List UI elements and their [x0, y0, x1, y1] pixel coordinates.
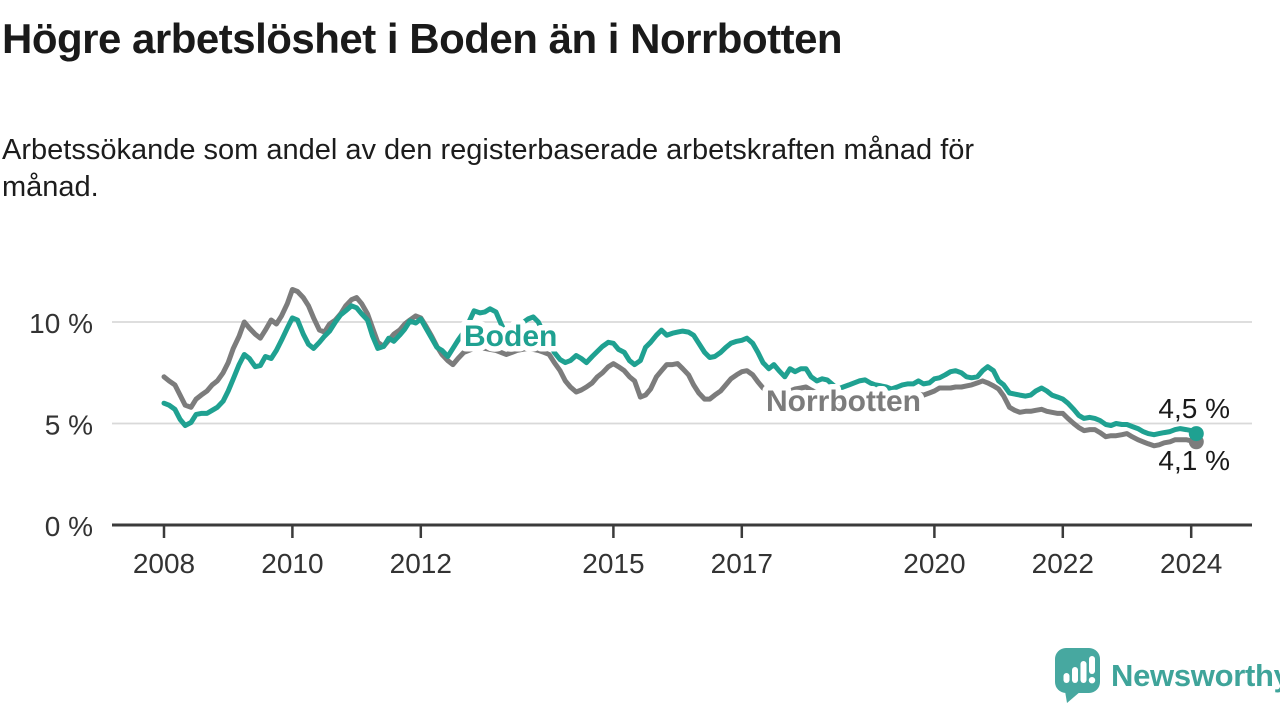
x-tick-label: 2015 — [582, 548, 644, 579]
newsworthy-logo-text: Newsworthy — [1111, 657, 1280, 693]
y-tick-label: 0 % — [45, 511, 93, 542]
newsworthy-logo-icon — [1055, 648, 1100, 703]
y-tick-labels: 0 % 5 % 10 % — [29, 308, 93, 542]
logo-bar-3 — [1080, 661, 1087, 683]
x-tick-label: 2022 — [1032, 548, 1094, 579]
newsworthy-logo: Newsworthy — [1054, 647, 1280, 704]
x-tick-label: 2017 — [711, 548, 773, 579]
x-ticks — [162, 526, 1193, 538]
y-gridlines — [112, 321, 1252, 425]
x-tick-labels: 2008 2010 2012 2015 2017 2020 2022 2024 — [133, 548, 1222, 579]
logo-bubble-tail — [1065, 691, 1081, 703]
boden-end-value-label: 4,5 % — [1158, 393, 1230, 424]
boden-end-dot — [1188, 426, 1204, 442]
logo-exclamation-dot — [1088, 677, 1096, 684]
page-subtitle: Arbetssökande som andel av den registerb… — [2, 132, 1202, 206]
x-tick-label: 2008 — [133, 548, 195, 579]
x-tick-label: 2020 — [903, 548, 965, 579]
y-tick-label: 5 % — [45, 410, 93, 441]
page-title: Högre arbetslöshet i Boden än i Norrbott… — [2, 15, 843, 62]
x-tick-label: 2010 — [261, 548, 323, 579]
logo-bar-2 — [1072, 667, 1078, 683]
x-tick-label: 2012 — [390, 548, 452, 579]
norrbotten-end-value-label: 4,1 % — [1158, 445, 1230, 476]
y-tick-label: 10 % — [29, 308, 93, 339]
subtitle-line-1: Arbetssökande som andel av den registerb… — [2, 134, 975, 166]
boden-series-label: Boden — [464, 320, 557, 353]
logo-exclamation-stem — [1089, 656, 1095, 674]
x-tick-label: 2024 — [1160, 548, 1222, 579]
logo-bar-1 — [1063, 673, 1070, 683]
boden-line — [161, 303, 1199, 438]
norrbotten-line — [161, 287, 1199, 449]
subtitle-line-2: månad. — [2, 171, 99, 203]
norrbotten-series-label: Norrbotten — [766, 385, 921, 418]
